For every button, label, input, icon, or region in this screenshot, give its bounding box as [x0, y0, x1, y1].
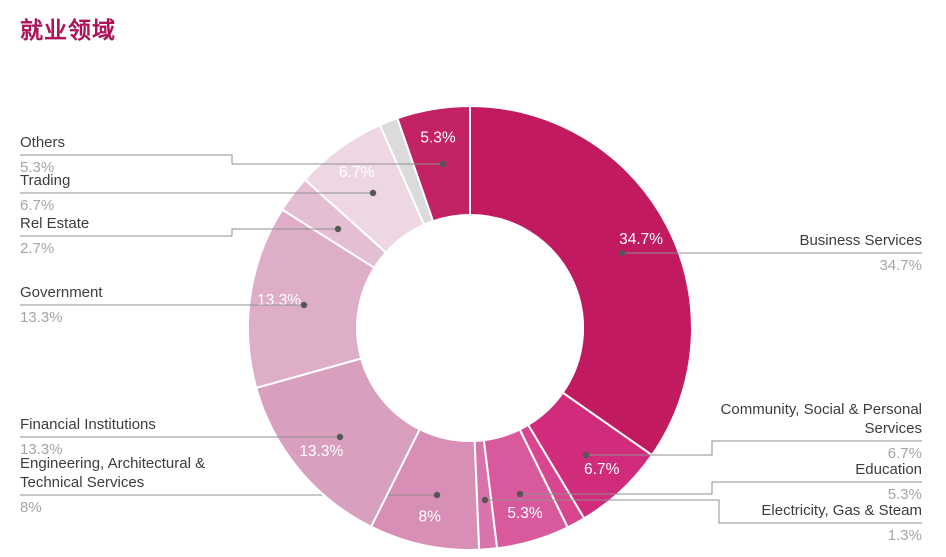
callout-value-community: 6.7% [887, 445, 922, 462]
callout-label-others: Others [20, 134, 66, 151]
slice-percent-label-business-services: 34.7% [619, 231, 663, 248]
callout-value-business-services: 34.7% [879, 257, 922, 274]
slice-percent-label-government: 13.3% [257, 292, 301, 309]
callout-dot-government [300, 301, 308, 309]
callout-label-rel-estate: Rel Estate [20, 215, 90, 232]
callout-dot-financial-institutions [336, 433, 344, 441]
callout-dot-engineering-architectural-technical-services [433, 491, 441, 499]
page-title: 就业领域 [20, 17, 116, 43]
slice-percent-label-financial-institutions: 13.3% [299, 443, 343, 460]
callout-line-rel-estate [20, 228, 338, 237]
callout-label-trading: Trading [20, 172, 71, 189]
callout-line-community-social-personal-services [586, 440, 922, 456]
callout-value-electricity: 1.3% [887, 527, 922, 544]
callout-value-engineering: 8% [20, 499, 42, 516]
callout-label-financial-institutions: Financial Institutions [20, 416, 156, 433]
callout-label-community: Community, Social & Personal Services [720, 401, 922, 437]
callout-line-electricity-gas-steam [485, 499, 922, 524]
callout-line-others [20, 154, 443, 165]
callout-dot-others [439, 160, 447, 168]
callout-dot-trading [369, 189, 377, 197]
slice-percent-label-others: 5.3% [420, 130, 456, 147]
slice-percent-label-community-social-personal-services: 6.7% [584, 461, 620, 478]
callout-dot-electricity-gas-steam [481, 496, 489, 504]
callout-label-engineering: Engineering, Architectural & Technical S… [20, 455, 206, 491]
callout-value-financial-institutions: 13.3% [20, 441, 63, 458]
callout-value-others: 5.3% [20, 159, 55, 176]
callout-dot-community-social-personal-services [582, 451, 590, 459]
callout-label-electricity: Electricity, Gas & Steam [761, 502, 922, 519]
callout-value-trading: 6.7% [20, 197, 55, 214]
donut-slice-business-services[interactable] [469, 104, 693, 457]
callout-label-government: Government [20, 284, 103, 301]
callout-value-government: 13.3% [20, 309, 63, 326]
callout-label-business-services: Business Services [799, 232, 922, 249]
callout-label-education: Education [855, 461, 922, 478]
callout-dot-rel-estate [334, 225, 342, 233]
callout-value-education: 5.3% [887, 486, 922, 503]
callout-value-rel-estate: 2.7% [20, 240, 55, 257]
slice-percent-label-engineering-architectural-technical-services: 8% [418, 509, 441, 526]
slice-percent-label-education: 5.3% [507, 505, 543, 522]
slice-percent-label-trading: 6.7% [339, 164, 375, 181]
callout-line-education [520, 481, 922, 495]
callout-dot-education [516, 490, 524, 498]
callout-dot-business-services [618, 249, 626, 257]
